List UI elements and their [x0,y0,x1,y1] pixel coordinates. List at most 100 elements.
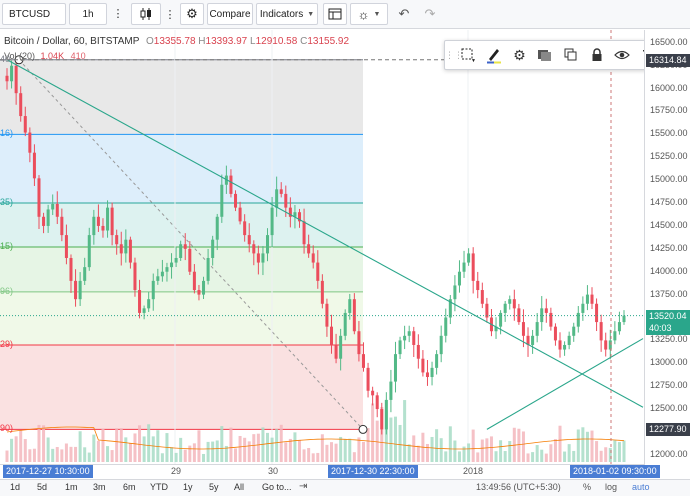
candle-body [188,248,192,272]
candle-body [142,308,146,313]
candle-body [595,303,599,323]
candle-body [206,257,210,281]
range-1y[interactable]: 1y [183,482,193,492]
trend-lines[interactable] [6,55,644,434]
time-marker-mid: 2017-12-30 22:30:00 [328,465,418,478]
range-5y[interactable]: 5y [209,482,219,492]
candle-body [138,290,142,313]
drawing-toolbar[interactable]: ⋮⋮ ▼ ⚙ [444,40,644,70]
volume-bar [37,424,41,462]
line-style-button[interactable]: ▼ [455,41,481,69]
volume-bar [361,441,365,462]
price-tick-label: 15000.00 [650,174,688,185]
drag-handle-icon[interactable]: ⋮⋮ [445,50,463,60]
candle-body [430,367,434,378]
settings-button[interactable]: ⚙ [507,41,533,69]
price-scale[interactable]: 16500.0016250.0016000.0015750.0015500.00… [646,30,690,464]
goto-icon[interactable]: ⇥ [299,481,308,492]
volume-bar [604,447,608,462]
percent-toggle[interactable]: % [583,482,592,492]
candle-body [28,132,32,153]
candle-body [266,235,270,254]
candle-body [435,354,439,368]
candle-body [288,207,292,217]
volume-bar [69,446,73,462]
symbol-search[interactable]: BTCUSD [2,3,66,25]
candle-body [243,221,247,236]
volume-bar [325,444,329,462]
range-3m[interactable]: 3m [93,482,106,492]
lock-button[interactable] [584,41,610,69]
templates-icon [328,8,342,20]
candle-body [234,193,238,208]
visibility-button[interactable] [610,41,636,69]
volume-bar [398,424,402,462]
range-all[interactable]: All [234,482,245,492]
templates-button[interactable] [323,3,347,25]
candle-body [316,262,320,281]
price-tick-label: 15250.00 [650,151,688,162]
redo-button[interactable]: ↷ [418,3,442,25]
candle-body [37,178,41,217]
range-1d[interactable]: 1d [10,482,21,492]
goto-button[interactable]: Go to... [262,482,292,492]
delete-button[interactable] [635,41,644,69]
volume-bar [457,451,461,462]
volume-bar [51,448,55,462]
volume-bar [375,420,379,462]
interval-button[interactable]: 1h [69,3,107,25]
candle-body [202,280,206,295]
volume-bar [384,410,388,462]
candle-body [42,216,46,226]
volume-bar [192,443,196,462]
alert-button[interactable]: ☼ ▼ [350,3,388,25]
legend-open: 13355.78 [153,36,196,47]
volume-bar [563,451,567,462]
candle-body [133,262,137,291]
interval-menu-button[interactable]: ⋮ [110,3,126,25]
compare-button[interactable]: Compare [207,3,253,25]
chart-style-button[interactable] [131,3,161,25]
volume-legend-value: 1.04K [40,51,65,61]
color-button[interactable] [481,41,507,69]
volume-bar [142,436,146,462]
clone-button[interactable] [558,41,584,69]
volume-bar [238,435,242,462]
volume-bar [179,437,183,462]
chart-properties-button[interactable]: ⚙ [180,3,204,25]
candle-body [96,216,100,226]
candle-body [74,280,78,300]
volume-bar [92,434,96,462]
chart-canvas[interactable] [0,30,645,464]
volume-legend-ma: 410 [70,51,86,61]
volume-bar [517,428,521,462]
candle-body [174,257,178,263]
volume-bar [526,453,530,462]
range-1m[interactable]: 1m [65,482,78,492]
range-5d[interactable]: 5d [37,482,48,492]
range-ytd[interactable]: YTD [150,482,168,492]
indicators-button[interactable]: Indicators ▼ [256,3,318,25]
time-axis[interactable]: 2017-12-27 10:30:00 29 30 2017-12-30 22:… [0,464,660,478]
volume-bar [160,453,164,462]
chart-style-menu[interactable]: ⋮ [163,3,177,25]
candle-body [320,280,324,304]
volume-bar [476,452,480,462]
volume-bar [412,435,416,462]
auto-toggle[interactable]: auto [632,482,650,492]
chart-pane[interactable]: Bitcoin / Dollar, 60, BITSTAMP O13355.78… [0,30,645,464]
lightbulb-icon: ☼ [357,6,370,22]
candle-body [106,207,110,231]
candle-body [5,75,9,82]
undo-button[interactable]: ↶ [392,3,416,25]
volume-bar [595,441,599,462]
price-tick-label: 13000.00 [650,357,688,368]
range-6m[interactable]: 6m [123,482,136,492]
volume-bar [174,452,178,462]
template-button[interactable] [532,41,558,69]
candle-body [585,294,589,304]
eye-icon [614,50,631,60]
log-toggle[interactable]: log [605,482,618,492]
volume-bar [572,450,576,462]
volume-bar [453,440,457,462]
